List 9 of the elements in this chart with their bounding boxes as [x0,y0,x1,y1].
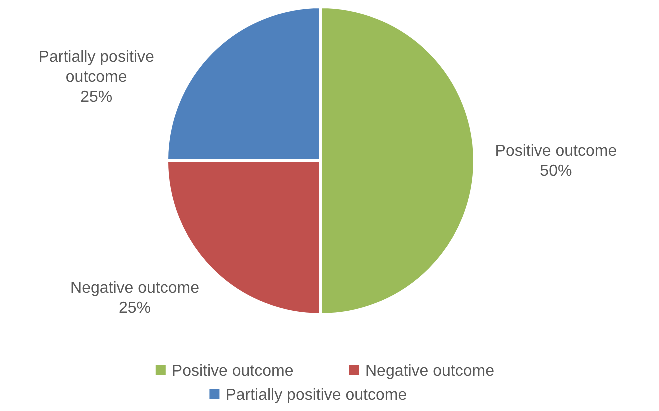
data-label: 50% [540,163,572,180]
slice-label: Partially positive outcome [38,49,155,86]
legend-label: Positive outcome [172,363,294,380]
data-label: 25% [80,89,113,106]
slice-label: Positive outcome [495,143,618,160]
slice-label: Negative outcome [70,280,200,297]
legend-label: Partially positive outcome [226,387,408,404]
legend-label: Negative outcome [366,363,495,380]
data-label: 25% [118,300,152,317]
